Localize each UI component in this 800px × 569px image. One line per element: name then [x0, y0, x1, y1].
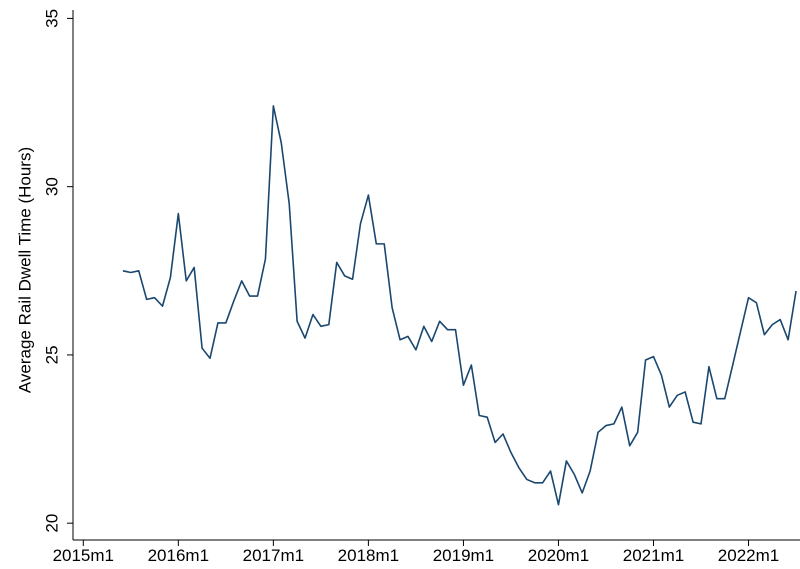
x-tick-label: 2022m1 [718, 546, 779, 565]
y-tick-label: 25 [42, 345, 61, 364]
y-tick-label: 35 [42, 9, 61, 28]
x-tick-label: 2015m1 [53, 546, 114, 565]
y-axis-label: Average Rail Dwell Time (Hours) [15, 147, 34, 393]
x-tick-label: 2017m1 [243, 546, 304, 565]
data-line [122, 105, 797, 506]
y-tick-label: 30 [42, 177, 61, 196]
x-tick-label: 2018m1 [338, 546, 399, 565]
x-tick-label: 2019m1 [433, 546, 494, 565]
x-tick-label: 2020m1 [528, 546, 589, 565]
x-tick-label: 2021m1 [623, 546, 684, 565]
y-tick-label: 20 [42, 514, 61, 533]
x-tick-label: 2016m1 [148, 546, 209, 565]
